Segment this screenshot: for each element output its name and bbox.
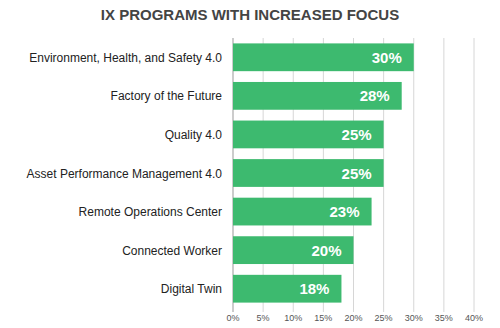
chart-container: IX PROGRAMS WITH INCREASED FOCUS 0% 5% 10% 1… <box>0 0 500 328</box>
bar <box>233 121 384 149</box>
tick-label: 20% <box>344 313 362 323</box>
labels: Environment, Health, and Safety 4.0 30% Fa… <box>27 49 402 297</box>
category-label: Environment, Health, and Safety 4.0 <box>29 51 222 65</box>
tick-label: 10% <box>284 313 302 323</box>
tick-label: 40% <box>465 313 483 323</box>
bar <box>233 275 341 303</box>
bar <box>233 43 414 71</box>
data-label: 25% <box>342 126 372 143</box>
category-label: Asset Performance Management 4.0 <box>27 167 223 181</box>
tick-label: 15% <box>314 313 332 323</box>
chart: IX PROGRAMS WITH INCREASED FOCUS 0% 5% 10% 1… <box>0 0 500 328</box>
bar <box>233 159 384 187</box>
tick-label: 0% <box>226 313 239 323</box>
data-label: 30% <box>372 49 402 66</box>
category-label: Factory of the Future <box>111 89 223 103</box>
bar <box>233 236 354 264</box>
grid-line <box>474 38 475 312</box>
grid-line <box>443 38 444 312</box>
tick-label: 35% <box>435 313 453 323</box>
category-label: Connected Worker <box>122 244 222 258</box>
tick-label: 5% <box>257 313 270 323</box>
tick-label: 30% <box>405 313 423 323</box>
bars <box>233 43 414 302</box>
data-label: 28% <box>360 87 390 104</box>
data-label: 20% <box>311 242 341 259</box>
tick-label: 25% <box>375 313 393 323</box>
category-label: Remote Operations Center <box>79 205 222 219</box>
category-label: Quality 4.0 <box>165 128 223 142</box>
bar <box>233 82 402 110</box>
data-label: 25% <box>342 165 372 182</box>
grid-line <box>413 38 414 312</box>
title: IX PROGRAMS WITH INCREASED FOCUS <box>101 6 399 23</box>
data-label: 18% <box>299 280 329 297</box>
data-label: 23% <box>330 203 360 220</box>
category-label: Digital Twin <box>161 282 222 296</box>
bar <box>233 198 372 226</box>
